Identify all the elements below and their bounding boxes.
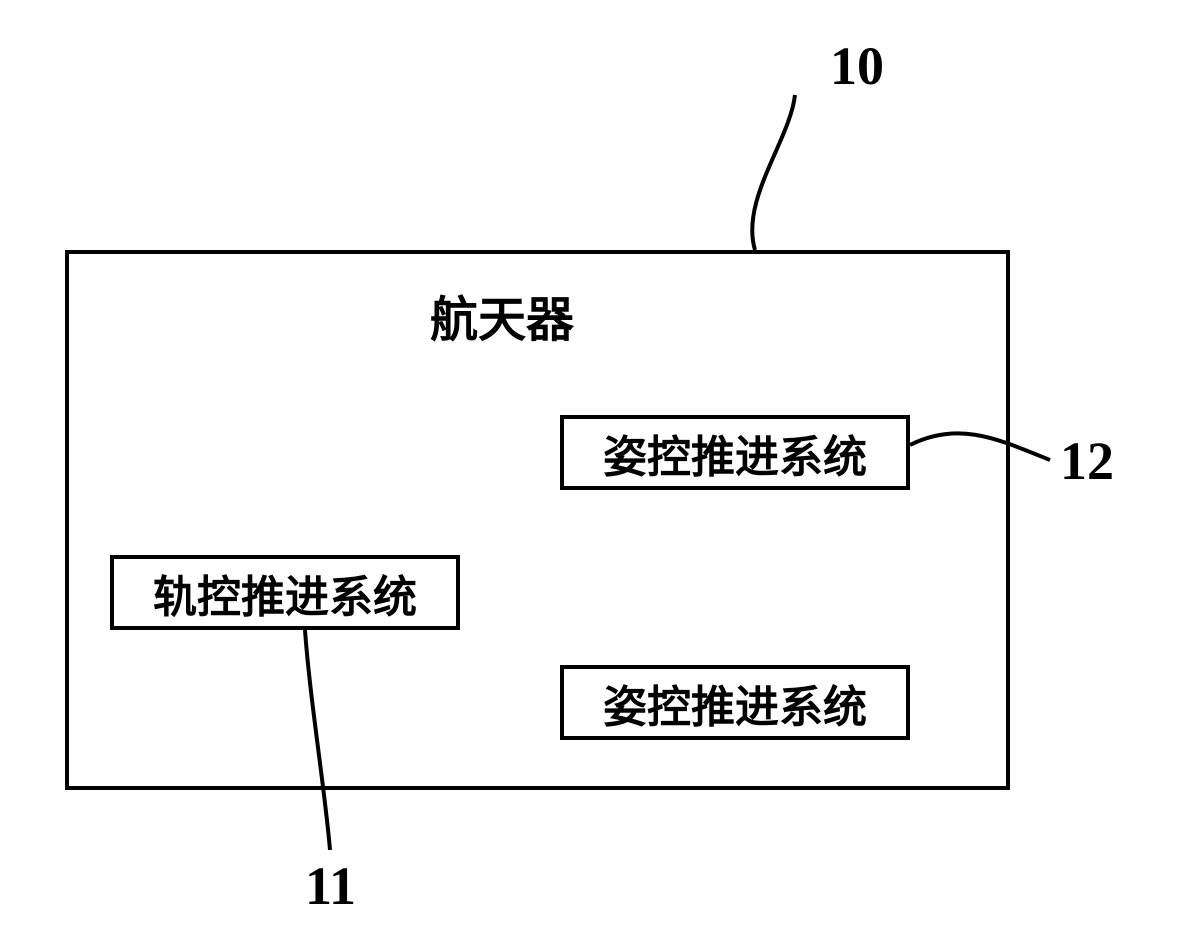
leader-line-12 xyxy=(0,0,1195,933)
